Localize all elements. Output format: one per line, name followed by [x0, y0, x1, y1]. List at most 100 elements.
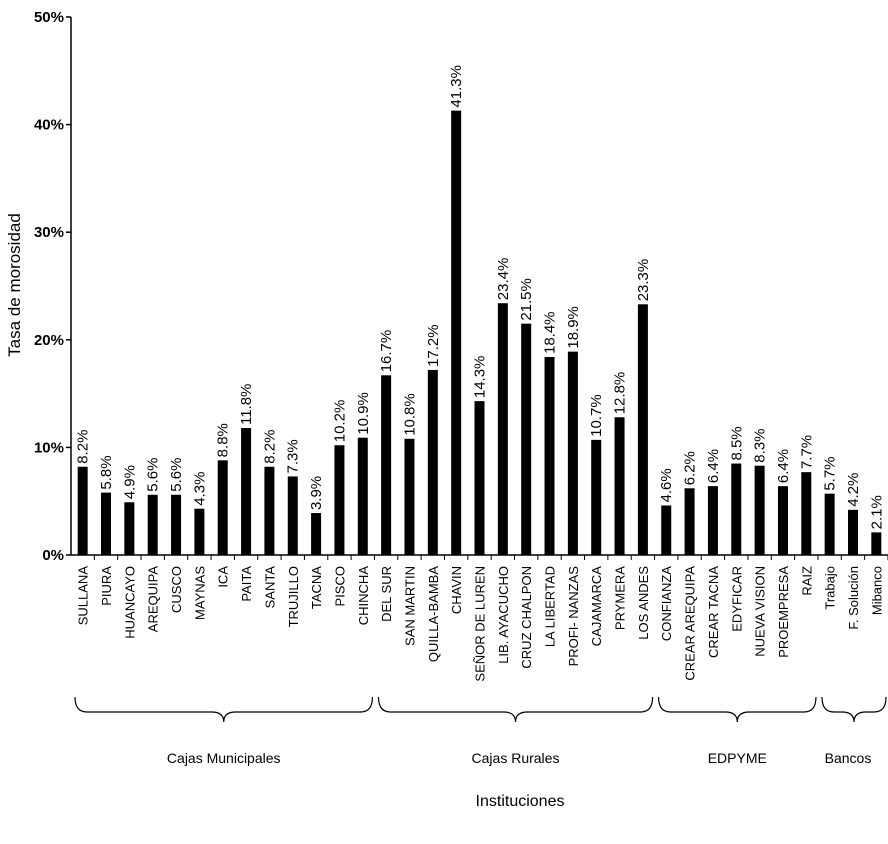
value-label: 6.4% [775, 449, 792, 483]
bar [124, 502, 135, 555]
group-brace [821, 696, 887, 723]
value-label: 4.2% [845, 473, 862, 507]
value-label: 7.7% [798, 435, 815, 469]
bar [567, 351, 578, 555]
bar [707, 486, 718, 555]
value-label: 6.2% [682, 451, 699, 485]
x-tick-label: TRUJILLO [286, 566, 301, 627]
y-tick-label: 50% [34, 9, 64, 26]
bar [661, 505, 672, 555]
bar [381, 375, 392, 555]
x-tick-label: PIURA [99, 566, 114, 606]
bar [637, 304, 648, 555]
bar [147, 494, 158, 555]
bar [311, 513, 322, 555]
value-label: 5.7% [822, 456, 839, 490]
value-label: 5.6% [145, 458, 162, 492]
value-label: 11.8% [238, 384, 255, 425]
value-label: 23.3% [635, 259, 652, 302]
x-tick-label: EDYFICAR [729, 566, 744, 632]
bar [357, 437, 368, 555]
x-tick-label: LIB. AYACUCHO [496, 566, 511, 664]
x-tick-label: HUANCAYO [122, 566, 137, 639]
x-tick-label: SAN MARTIN [402, 566, 417, 646]
bar [217, 460, 228, 555]
x-tick-label: CREAR AREQUIPA [683, 566, 698, 681]
x-tick-label: AREQUIPA [146, 566, 161, 633]
value-label: 8.8% [215, 423, 232, 457]
value-label: 23.4% [495, 258, 512, 301]
x-tick-label: CREAR TACNA [706, 566, 721, 658]
y-tick-label: 40% [34, 117, 64, 134]
x-tick-label: PISCO [332, 566, 347, 606]
group-label: Cajas Rurales [472, 750, 560, 766]
x-tick-label: Trabajo [823, 566, 838, 610]
x-tick-label: LOS ANDES [636, 566, 651, 640]
bar [684, 488, 695, 555]
value-label: 17.2% [425, 324, 442, 367]
x-tick-label: ICA [216, 566, 231, 588]
bar [101, 492, 112, 555]
x-tick-label: PROFI- NANZAS [566, 566, 581, 667]
bar [171, 494, 182, 555]
value-label: 16.7% [378, 330, 395, 373]
group-label: EDPYME [708, 750, 767, 766]
value-label: 4.3% [191, 472, 208, 506]
bar [334, 445, 345, 555]
x-tick-label: QUILLA-BAMBA [426, 566, 441, 662]
x-tick-label: CHAVIN [449, 566, 464, 614]
x-tick-label: PROEMPRESA [776, 566, 791, 658]
value-label: 5.6% [168, 458, 185, 492]
y-tick-label: 10% [34, 439, 64, 456]
value-label: 41.3% [448, 65, 465, 108]
value-label: 14.3% [472, 356, 489, 399]
x-tick-label: NUEVA VISION [753, 566, 768, 657]
value-label: 6.4% [705, 449, 722, 483]
bar [614, 417, 625, 555]
value-label: 8.5% [728, 426, 745, 460]
x-tick-label: CAJAMARCA [589, 566, 604, 647]
y-tick-label: 30% [34, 224, 64, 241]
value-label: 18.9% [565, 306, 582, 349]
bar [241, 428, 252, 555]
bar [871, 532, 882, 555]
bar [194, 508, 205, 555]
group-brace [657, 696, 817, 723]
bar [451, 110, 462, 555]
x-tick-label: DEL SUR [379, 566, 394, 622]
group-label: Bancos [825, 750, 872, 766]
x-tick-label: RAIZ [799, 566, 814, 596]
value-label: 10.9% [355, 392, 372, 435]
x-tick-label: CUSCO [169, 566, 184, 613]
value-label: 4.9% [121, 465, 138, 499]
value-label: 7.3% [285, 439, 302, 473]
bar [497, 303, 508, 555]
y-tick-label: 20% [34, 332, 64, 349]
bar [287, 476, 298, 555]
y-axis-title: Tasa de morosidad [5, 213, 24, 357]
group-label: Cajas Municipales [167, 750, 281, 766]
bar [847, 509, 858, 555]
bar [77, 466, 88, 555]
x-tick-label: CONFIANZA [659, 566, 674, 641]
bar [824, 493, 835, 555]
value-label: 5.8% [98, 455, 115, 489]
x-tick-label: CHINCHA [356, 566, 371, 626]
bar [264, 466, 275, 555]
bar [731, 463, 742, 555]
value-label: 12.8% [612, 372, 629, 415]
x-tick-label: SEÑOR DE LUREN [473, 566, 488, 682]
x-tick-label: TACNA [309, 566, 324, 609]
bar [404, 438, 415, 555]
value-label: 18.4% [542, 311, 559, 354]
x-axis-title: Instituciones [476, 793, 565, 810]
value-label: 4.6% [658, 468, 675, 502]
x-tick-label: SANTA [262, 566, 277, 609]
value-label: 8.2% [75, 430, 92, 464]
x-tick-label: MAYNAS [192, 566, 207, 620]
group-brace [377, 696, 654, 723]
bar [754, 465, 765, 555]
y-tick-label: 0% [42, 547, 64, 564]
bar [801, 472, 812, 555]
